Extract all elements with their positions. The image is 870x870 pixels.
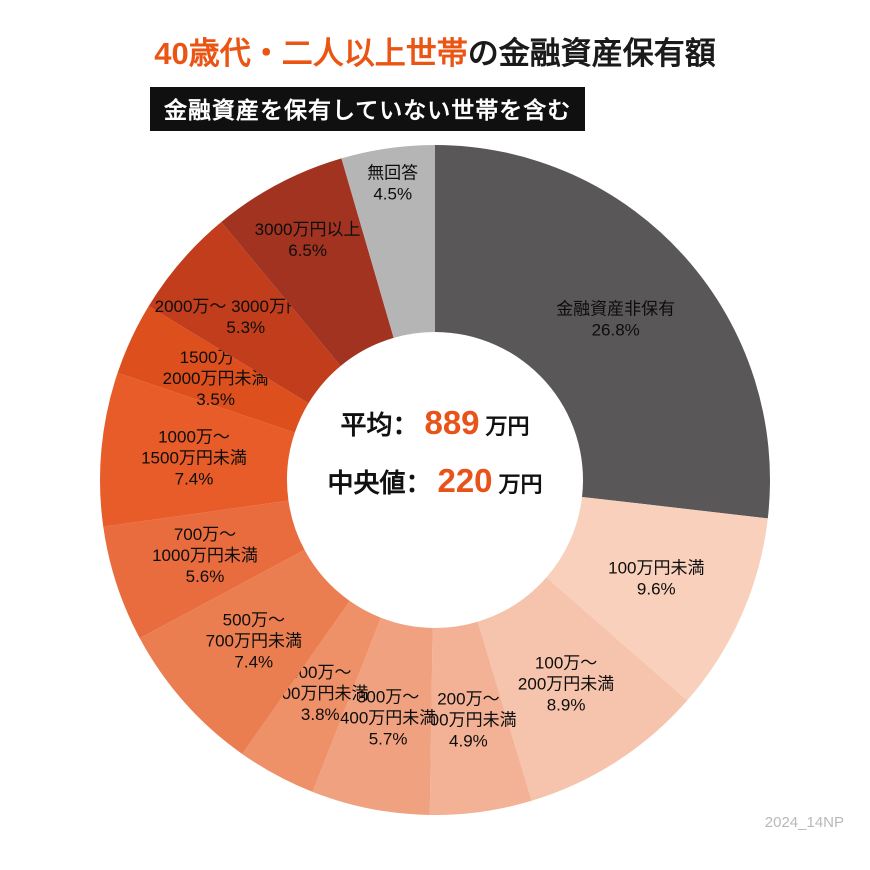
slice-label-7: 700万〜 1000万円未満 5.6% xyxy=(152,525,258,586)
average-unit: 万円 xyxy=(485,414,530,439)
median-unit: 万円 xyxy=(498,472,543,497)
pie-slice-3 xyxy=(429,621,532,816)
pie-slice-12 xyxy=(341,145,435,338)
slice-label-12: 無回答 4.5% xyxy=(367,164,418,204)
pie-slice-4 xyxy=(312,617,433,815)
median-label: 中央値： xyxy=(327,468,432,498)
subtitle-badge: 金融資産を保有していない世帯を含む xyxy=(150,87,586,131)
slice-label-1: 100万円未満 9.6% xyxy=(608,558,704,598)
slice-label-8: 1000万〜 1500万円未満 7.4% xyxy=(141,428,247,489)
slice-label-6: 500万〜 700万円未満 7.4% xyxy=(206,611,302,672)
average-label: 平均： xyxy=(340,410,419,440)
pie-slice-1 xyxy=(546,496,768,701)
pie-slice-7 xyxy=(103,500,305,639)
median-row: 中央値： 220 万円 xyxy=(235,462,635,500)
pie-slice-10 xyxy=(148,222,341,404)
median-value: 220 xyxy=(437,462,493,499)
title-rest: の金融資産保有額 xyxy=(467,36,716,71)
average-value: 889 xyxy=(424,404,480,441)
pie-slice-9 xyxy=(117,306,309,433)
watermark: 2024_14NP xyxy=(764,814,844,831)
chart-center-stats: 平均： 889 万円 中央値： 220 万円 xyxy=(235,404,635,520)
pie-slice-6 xyxy=(139,549,350,754)
slice-label-2: 100万〜 200万円未満 8.9% xyxy=(518,653,614,714)
page-title: 40歳代・二人以上世帯の金融資産保有額 xyxy=(0,28,870,73)
slice-label-11: 3000万円以上 6.5% xyxy=(255,220,361,260)
title-highlight: 40歳代・二人以上世帯 xyxy=(154,36,468,71)
pie-slice-8 xyxy=(99,372,295,527)
pie-slice-11 xyxy=(221,158,394,367)
slice-label-0: 金融資産非保有 26.8% xyxy=(556,300,675,340)
average-row: 平均： 889 万円 xyxy=(235,404,635,442)
slice-label-4: 300万〜 400万円未満 5.7% xyxy=(340,687,436,748)
slice-label-3: 200万〜 300万円未満 4.9% xyxy=(420,690,516,751)
pie-slice-0 xyxy=(435,145,771,519)
pie-slice-2 xyxy=(477,577,688,801)
slice-label-5: 400万〜 500万円未満 3.8% xyxy=(272,663,368,724)
pie-slice-5 xyxy=(242,601,381,792)
